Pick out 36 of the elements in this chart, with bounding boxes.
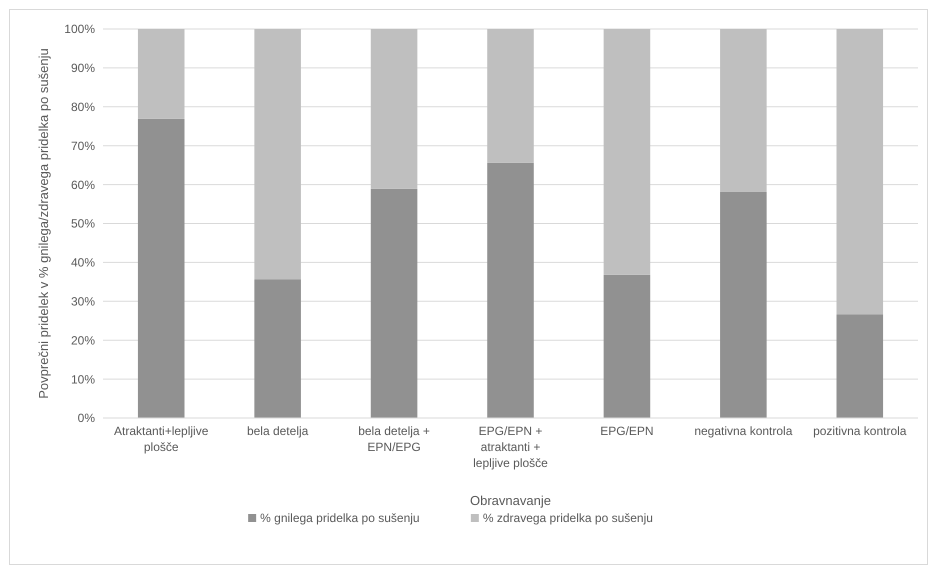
x-tick-label: Atraktanti+lepljive plošče [114, 424, 209, 454]
x-tick-label: pozitivna kontrola [813, 424, 907, 438]
y-tick-label: 50% [70, 216, 96, 231]
y-tick-label: 30% [70, 294, 96, 308]
y-tick-label: 80% [70, 100, 96, 114]
x-tick-label: EPG/EPN [600, 424, 654, 438]
x-tick-label: EPG/EPN + atraktanti + lepljive plošče [473, 424, 548, 470]
y-tick-label: 20% [70, 333, 96, 348]
y-tick-label: 90% [70, 61, 96, 76]
bar [836, 29, 884, 315]
y-tick-label: 10% [70, 372, 96, 386]
bar [370, 29, 418, 189]
y-tick-label: 70% [70, 138, 96, 153]
bar [604, 274, 650, 418]
y-tick-label: 0% [78, 411, 96, 426]
y-axis-title: Povprečni pridelek v % gnilega/zdravega pridelka po sušenju [36, 48, 51, 399]
y-tick-label: 100% [64, 22, 96, 36]
y-tick-label: 60% [70, 178, 96, 192]
bar [138, 29, 184, 119]
bar [836, 314, 884, 418]
bar [604, 29, 650, 275]
legend-label: % gnilega pridelka po sušenju [260, 511, 420, 525]
x-axis-title: Obravnavanje [470, 493, 551, 508]
y-tick-label: 40% [70, 256, 96, 270]
legend-label: % zdravega pridelka po sušenju [482, 511, 653, 525]
bar [254, 29, 301, 280]
bar [254, 280, 301, 418]
bar [487, 162, 534, 418]
bar [138, 118, 184, 418]
bar [370, 188, 418, 418]
x-tick-label: negativna kontrola [694, 424, 793, 438]
bar [720, 192, 767, 418]
bar [487, 29, 534, 163]
x-tick-label: bela detelja [246, 424, 309, 438]
bar [720, 29, 767, 192]
x-tick-label: bela detelja + EPN/EPG [358, 424, 430, 454]
